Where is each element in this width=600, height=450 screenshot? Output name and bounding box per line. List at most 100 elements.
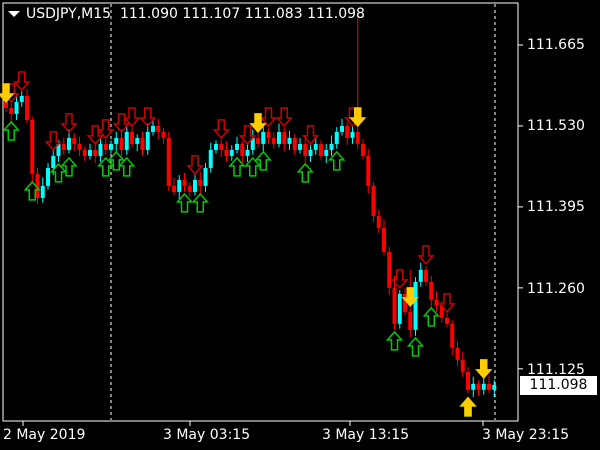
sell-arrow-icon [391,269,409,289]
bear-candle [240,143,245,156]
bear-candle [429,281,434,300]
sell-arrow-icon [186,155,204,176]
bear-candle [77,143,82,150]
bear-candle [119,137,124,150]
ohlc-close: 111.098 [307,6,365,22]
bear-candle [303,143,308,156]
buy-arrow-icon [118,156,136,177]
buy-arrow-icon [254,150,272,171]
bull-candle [261,131,266,144]
buy-arrow-icon [385,330,404,351]
bear-candle [424,269,428,282]
bear-candle [9,107,14,114]
sell-arrow-icon [275,107,293,128]
bull-candle [135,137,140,144]
strong-sell-arrow-icon [475,359,493,379]
bull-candle [492,385,497,390]
buy-arrow-icon [107,150,125,171]
sell-arrow-icon [417,245,435,266]
bear-candle [387,251,392,288]
time-tick: 3 May 03:15 [163,427,251,443]
buy-arrow-icon [296,162,314,183]
bull-candle [340,125,344,132]
bull-candle [114,137,119,144]
bull-candle [51,155,56,168]
bull-candle [208,149,213,168]
plot-frame [2,2,519,422]
buy-arrow-icon [422,306,440,327]
bull-candle [313,143,318,150]
dropdown-triangle-icon[interactable] [8,11,20,17]
bear-candle [445,317,449,324]
bull-candle [88,149,92,156]
chart-title: USDJPY,M15 111.090 111.107 111.083 111.0… [8,6,365,22]
buy-arrow-icon [175,192,194,213]
bear-candle [103,143,108,150]
sell-arrow-icon [44,131,62,152]
bear-candle [487,383,491,390]
strong-buy-arrow-icon [459,396,477,417]
bear-candle [30,119,35,174]
sell-arrow-icon [112,113,131,134]
bull-candle [334,131,339,144]
bear-candle [382,227,386,252]
bear-candle [93,149,98,156]
bear-candle [434,299,439,306]
buy-arrow-icon [23,180,41,201]
price-tick: 111.260 [527,281,585,297]
bull-candle [203,167,208,186]
buy-arrow-icon [228,156,246,177]
bull-candle [298,143,302,150]
bull-candle [151,125,155,132]
ohlc-high: 111.107 [182,6,241,22]
bull-candle [287,137,292,144]
bear-candle [4,101,8,108]
bear-candle [182,179,187,186]
bear-candle [466,371,470,390]
bear-candle [361,143,365,156]
bear-candle [266,131,271,138]
bear-candle [450,323,455,348]
current-price-label: 111.098 [520,376,597,395]
strong-sell-arrow-icon [349,107,367,128]
strong-sell-arrow-icon [401,287,419,307]
bull-candle [46,167,50,186]
bear-candle [156,125,161,132]
price-tick: 111.395 [527,199,585,215]
bear-candle [271,137,276,144]
bear-candle [319,143,323,156]
buy-arrow-icon [49,162,68,183]
bull-candle [56,143,61,156]
bull-candle [418,269,423,282]
buy-arrow-icon [2,120,20,141]
bear-candle [172,185,176,192]
bear-candle [198,179,203,186]
bear-candle [256,137,260,144]
buy-arrow-icon [406,336,425,357]
bull-candle [481,383,486,390]
bear-candle [35,173,40,198]
bear-candle [72,137,77,144]
bull-candle [109,143,113,150]
buy-arrow-icon [97,156,115,177]
bull-candle [329,143,334,150]
bull-candle [14,101,19,114]
bear-candle [460,359,465,372]
bull-candle [350,131,355,138]
sell-arrow-icon [438,293,456,313]
bull-candle [145,131,150,150]
bull-candle [19,95,24,102]
bull-candle [67,137,71,150]
ohlc-low: 111.083 [244,6,303,22]
bear-candle [187,185,192,192]
bear-candle [292,137,297,150]
bull-candle [229,149,234,156]
buy-arrow-icon [328,150,346,171]
bear-candle [455,347,460,360]
time-tick: 2 May 2019 [3,427,86,443]
bull-candle [471,383,476,390]
strong-sell-arrow-icon [249,113,267,134]
bear-candle [476,383,481,390]
